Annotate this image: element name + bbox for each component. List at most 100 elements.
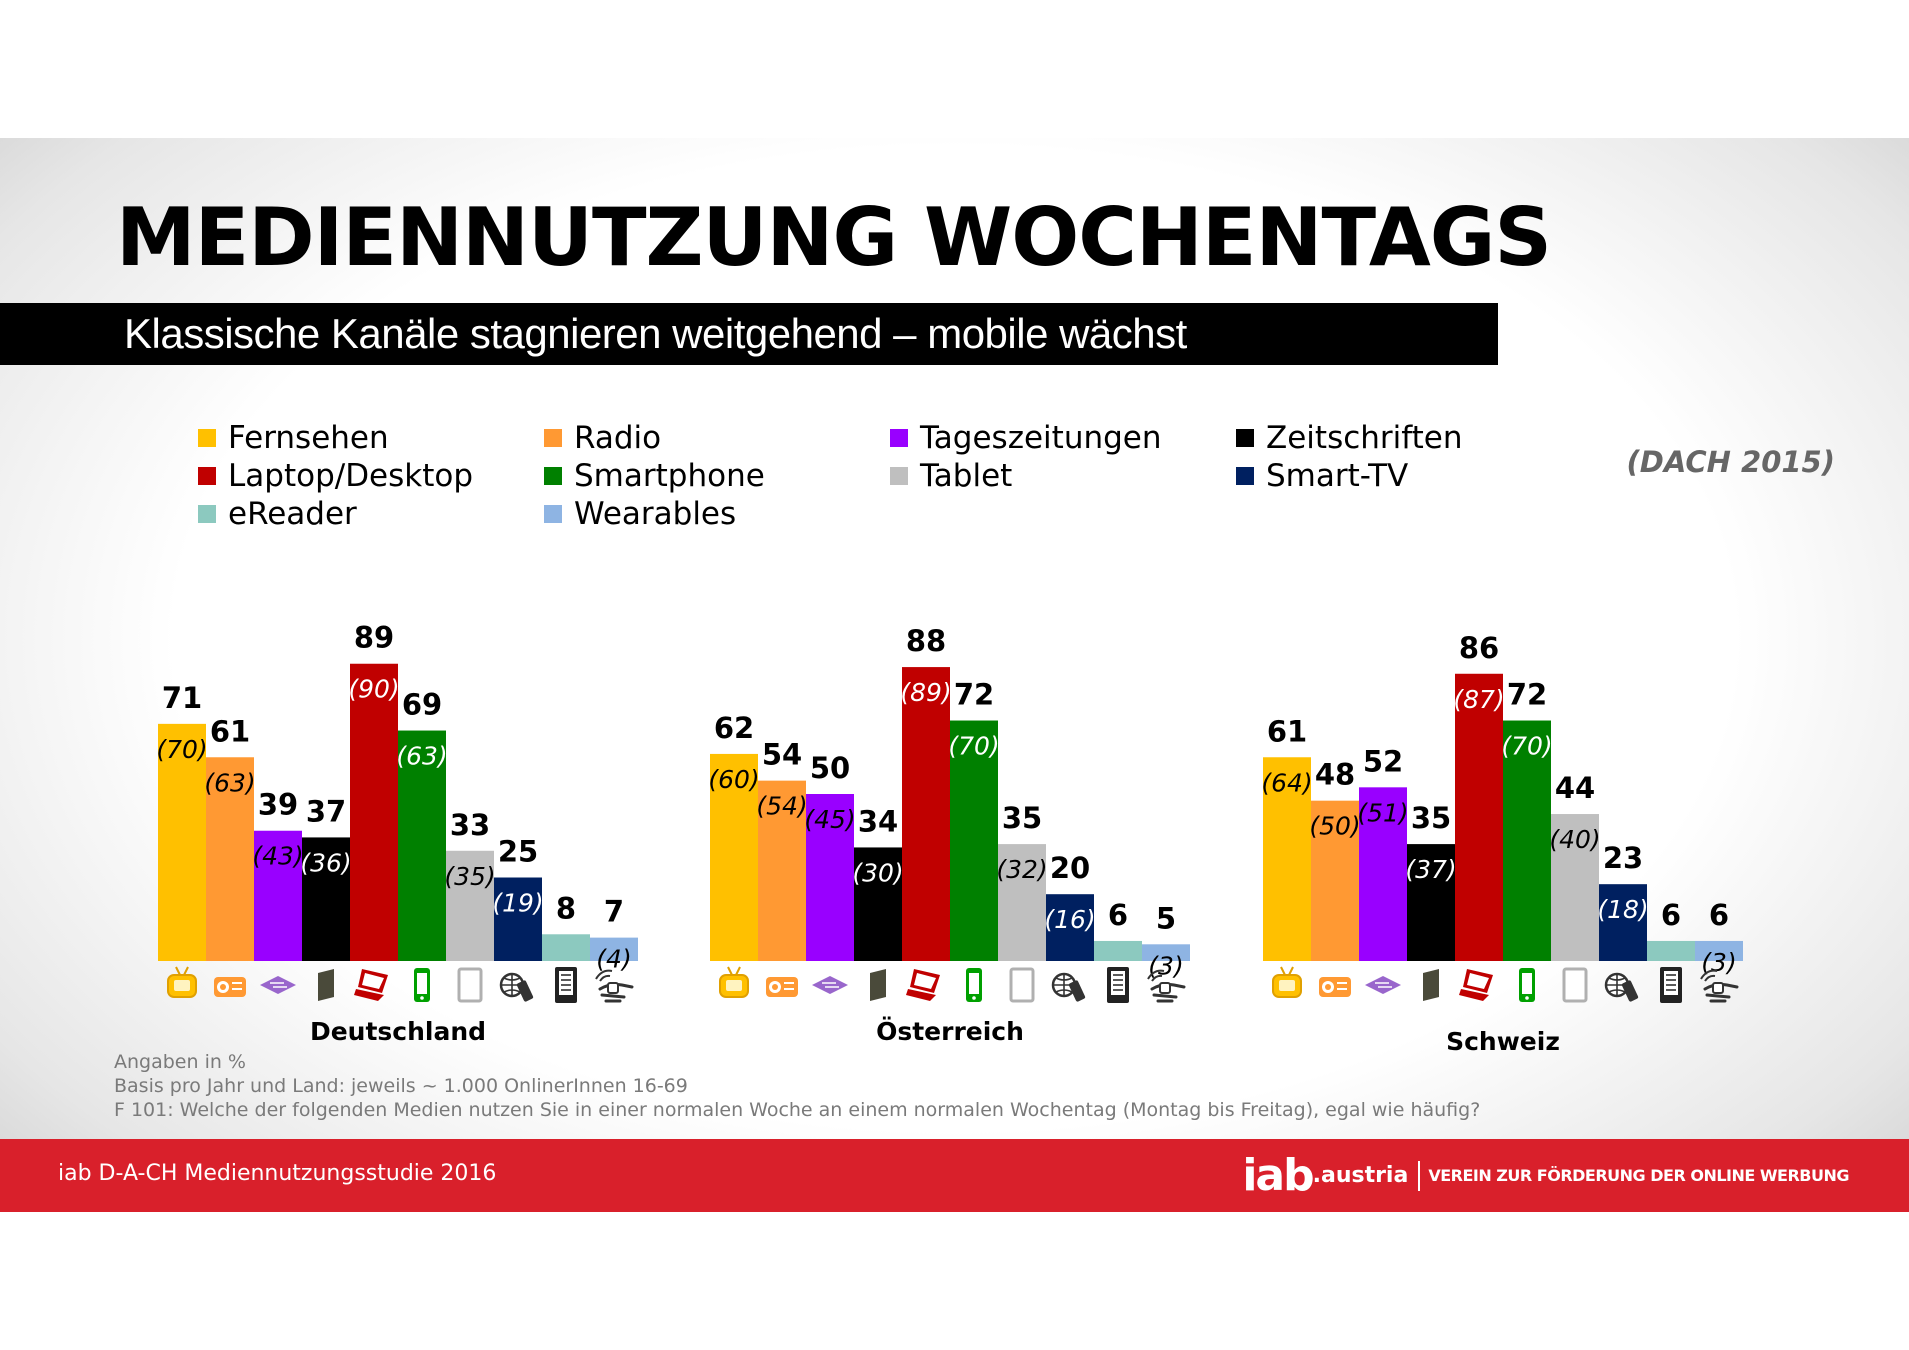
radio-icon <box>214 977 246 997</box>
laptop-icon <box>354 969 388 1001</box>
bar-fernsehen <box>710 753 758 961</box>
bar-value-label: 35 <box>1002 801 1042 835</box>
previous-year-label: (90) <box>348 675 399 704</box>
laptop-icon <box>1459 969 1493 1001</box>
previous-year-label: (63) <box>396 742 447 771</box>
bar-value-label: 34 <box>858 804 898 838</box>
dach-2015-badge: (DACH 2015) <box>1626 445 1836 479</box>
bar-value-label: 39 <box>258 788 298 822</box>
bar-value-label: 72 <box>954 678 994 712</box>
bar-ereader <box>542 934 590 961</box>
bar-value-label: 35 <box>1411 801 1451 835</box>
previous-year-label: (37) <box>1405 855 1456 884</box>
bar-tageszeitungen <box>1359 787 1407 961</box>
previous-year-label: (3) <box>1148 951 1183 980</box>
bar-value-label: 72 <box>1507 678 1547 712</box>
footnotes: Angaben in % Basis pro Jahr und Land: je… <box>114 1050 1480 1122</box>
bar-value-label: 6 <box>1661 898 1681 932</box>
bar-value-label: 44 <box>1555 771 1595 805</box>
previous-year-label: (19) <box>492 889 543 918</box>
previous-year-label: (35) <box>444 862 495 891</box>
bar-radio <box>206 757 254 961</box>
wearable-icon <box>1700 969 1739 1003</box>
previous-year-label: (50) <box>1309 812 1360 841</box>
legend-swatch <box>1236 467 1254 485</box>
bar-value-label: 8 <box>556 891 576 925</box>
wearable-icon <box>1147 969 1186 1003</box>
bar-smart-tv <box>1599 884 1647 961</box>
laptop-icon <box>906 969 940 1001</box>
bar-value-label: 61 <box>1267 714 1307 748</box>
legend-item-tablet: Tablet <box>890 457 1012 495</box>
bar-value-label: 54 <box>762 738 802 772</box>
legend-label: Zeitschriften <box>1266 420 1463 456</box>
previous-year-label: (45) <box>804 805 855 834</box>
logo-separator <box>1418 1160 1421 1191</box>
legend-item-smartphone: Smartphone <box>544 457 765 495</box>
magazine-icon <box>318 969 334 1001</box>
footnote-units: Angaben in % <box>114 1051 246 1073</box>
legend-label: Wearables <box>574 496 737 532</box>
bar-zeitschriften <box>1407 844 1455 961</box>
ereader-icon <box>1660 967 1682 1003</box>
bar-value-label: 33 <box>450 808 490 842</box>
legend-swatch <box>544 467 562 485</box>
subtitle: Klassische Kanäle stagnieren weitgehend … <box>124 310 1187 357</box>
radio-icon <box>1319 977 1351 997</box>
bar-value-label: 62 <box>714 711 754 745</box>
legend-swatch <box>198 467 216 485</box>
bar-group-2: 61 (64) 48 (50) 52 (51) 35 (37) 86 (87) 72 (70)44 (4… <box>1261 631 1743 1056</box>
legend-item-ereader: eReader <box>198 495 357 533</box>
wearable-icon <box>595 969 634 1003</box>
bar-smartphone <box>950 720 998 961</box>
bar-smart-tv <box>1046 894 1094 961</box>
legend-label: Smart-TV <box>1266 458 1409 494</box>
previous-year-label: (32) <box>996 855 1047 884</box>
logo-austria-text: .austria <box>1312 1163 1409 1188</box>
bar-wearables <box>590 937 638 961</box>
tablet-icon <box>1009 967 1035 1003</box>
legend-swatch <box>544 429 562 447</box>
bar-smart-tv <box>494 877 542 961</box>
tv-icon <box>1272 966 1302 998</box>
bar-zeitschriften <box>854 847 902 961</box>
legend-label: Smartphone <box>574 458 765 494</box>
legend-label: Fernsehen <box>228 420 389 456</box>
footnote-basis: Basis pro Jahr und Land: jeweils ~ 1.000… <box>114 1075 688 1097</box>
country-label: Österreich <box>876 1016 1024 1046</box>
previous-year-label: (4) <box>596 945 631 974</box>
bar-fernsehen <box>1263 757 1311 961</box>
previous-year-label: (43) <box>252 842 303 871</box>
magazine-icon <box>1423 969 1439 1001</box>
previous-year-label: (51) <box>1357 798 1408 827</box>
bar-value-label: 89 <box>354 621 394 655</box>
bar-value-label: 37 <box>306 794 346 828</box>
previous-year-label: (30) <box>852 858 903 887</box>
bar-group-1: 62 (60)54 (54)50 (45) 34 (30) 88 (89) 72 (70) 35 (3… <box>708 624 1190 1046</box>
page-title: MEDIENNUTZUNG WOCHENTAGS <box>116 191 1552 284</box>
previous-year-label: (87) <box>1453 685 1504 714</box>
bar-value-label: 25 <box>498 835 538 869</box>
bar-laptop-desktop <box>902 667 950 961</box>
subtitle-bar <box>0 303 1498 365</box>
bar-value-label: 5 <box>1156 901 1176 935</box>
bar-value-label: 6 <box>1709 898 1729 932</box>
bar-value-label: 7 <box>604 895 624 929</box>
previous-year-label: (70) <box>1501 732 1552 761</box>
smartphone-icon <box>966 968 982 1002</box>
bar-value-label: 6 <box>1108 898 1128 932</box>
country-label: Schweiz <box>1446 1027 1560 1056</box>
smart-tv-icon <box>1051 972 1086 1002</box>
legend-label: Tageszeitungen <box>920 420 1162 456</box>
bar-value-label: 86 <box>1459 631 1499 665</box>
bar-chart: 71(70)61(63)39(43)37(36)89(90) 69(63)33(3… <box>156 621 1743 1056</box>
legend-label: Radio <box>574 420 662 456</box>
previous-year-label: (70) <box>948 732 999 761</box>
smartphone-icon <box>414 968 430 1002</box>
legend-item-zeitschriften: Zeitschriften <box>1236 419 1463 457</box>
ereader-icon <box>1107 967 1129 1003</box>
legend-swatch <box>198 429 216 447</box>
bar-fernsehen <box>158 723 206 961</box>
previous-year-label: (40) <box>1549 825 1600 854</box>
legend-item-tageszeitungen: Tageszeitungen <box>890 419 1162 457</box>
